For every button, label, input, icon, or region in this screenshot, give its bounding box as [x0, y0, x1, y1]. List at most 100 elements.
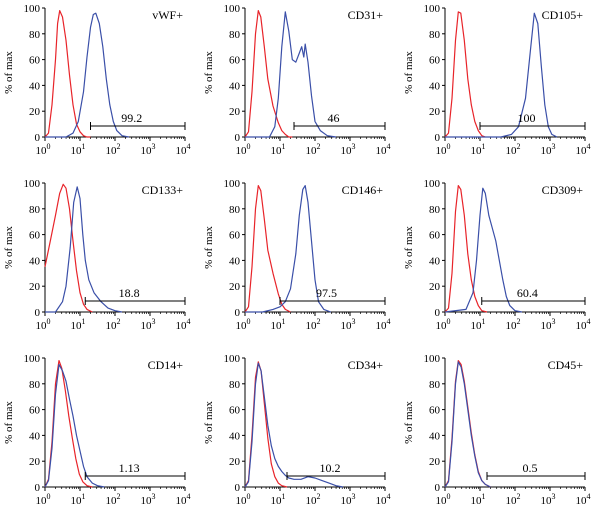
gate-percentage-label: 99.2	[121, 111, 142, 125]
histogram-panel: 0 20 40 60 80 100 100 101 102 103 104 % of max 18.8 C…	[0, 175, 200, 345]
x-tick-label: 100	[236, 142, 251, 157]
y-axis-label: % of max	[3, 401, 15, 444]
y-tick-label: 80	[429, 204, 441, 216]
y-tick-label: 40	[29, 255, 41, 267]
y-tick-label: 80	[229, 204, 241, 216]
histogram-panel: 0 20 40 60 80 100 100 101 102 103 104 % of max 1.13 C…	[0, 350, 200, 520]
x-tick-label: 101	[71, 317, 86, 332]
gate-percentage-label: 46	[328, 111, 340, 125]
y-tick-label: 0	[35, 482, 41, 494]
x-tick-label: 100	[36, 317, 51, 332]
control-histogram-line	[244, 10, 293, 138]
y-tick-label: 20	[29, 106, 41, 118]
y-tick-label: 60	[29, 230, 41, 242]
x-tick-label: 100	[436, 317, 451, 332]
marker-label: CD14+	[148, 358, 184, 372]
gate-percentage-label: 100	[518, 111, 536, 125]
x-tick-label: 100	[236, 317, 251, 332]
y-tick-label: 0	[35, 307, 41, 319]
y-tick-label: 20	[429, 106, 441, 118]
x-tick-label: 103	[141, 317, 156, 332]
y-tick-label: 40	[29, 430, 41, 442]
histogram-panel: 0 20 40 60 80 100 100 101 102 103 104 % of max 60.4 C…	[400, 175, 600, 345]
control-histogram-line	[244, 361, 288, 488]
histogram-panel: 0 20 40 60 80 100 100 101 102 103 104 % of max 99.2 v…	[0, 0, 200, 170]
y-tick-label: 20	[229, 106, 241, 118]
x-tick-label: 103	[341, 142, 356, 157]
y-tick-label: 40	[229, 255, 241, 267]
y-tick-label: 40	[229, 430, 241, 442]
marker-label: CD34+	[348, 358, 384, 372]
y-axis-label: % of max	[3, 226, 15, 269]
y-tick-label: 100	[24, 353, 41, 365]
y-tick-label: 40	[29, 80, 41, 92]
control-histogram-line	[444, 360, 491, 488]
histogram-svg: 0 20 40 60 80 100 100 101 102 103 104 % of max 10.2 C…	[203, 353, 391, 507]
gate-percentage-label: 60.4	[517, 286, 538, 300]
x-tick-label: 102	[306, 492, 321, 507]
x-tick-label: 102	[506, 142, 521, 157]
y-tick-label: 100	[224, 3, 241, 15]
x-tick-label: 101	[71, 142, 86, 157]
control-histogram-line	[44, 183, 93, 313]
control-histogram-line	[44, 360, 93, 488]
y-tick-label: 60	[429, 405, 441, 417]
control-histogram-line	[444, 185, 488, 313]
x-tick-label: 101	[471, 492, 486, 507]
x-tick-label: 104	[376, 317, 391, 332]
x-tick-label: 103	[541, 142, 556, 157]
x-tick-label: 101	[271, 142, 286, 157]
x-tick-label: 102	[506, 492, 521, 507]
x-tick-label: 102	[106, 317, 121, 332]
x-tick-label: 102	[306, 317, 321, 332]
histogram-panel: 0 20 40 60 80 100 100 101 102 103 104 % of max 97.5 C…	[200, 175, 400, 345]
y-tick-label: 20	[29, 456, 41, 468]
y-tick-label: 80	[29, 29, 41, 41]
y-axis-label: % of max	[403, 226, 415, 269]
x-tick-label: 104	[376, 492, 391, 507]
histogram-panel: 0 20 40 60 80 100 100 101 102 103 104 % of max 0.5 CD…	[400, 350, 600, 520]
histogram-svg: 0 20 40 60 80 100 100 101 102 103 104 % of max 18.8 C…	[3, 178, 191, 332]
x-tick-label: 101	[471, 317, 486, 332]
y-tick-label: 0	[35, 132, 41, 144]
control-histogram-line	[244, 185, 291, 313]
y-tick-label: 60	[29, 55, 41, 67]
x-tick-label: 102	[106, 142, 121, 157]
x-tick-label: 104	[576, 142, 591, 157]
histogram-svg: 0 20 40 60 80 100 100 101 102 103 104 % of max 100 CD…	[403, 3, 591, 157]
y-tick-label: 60	[29, 405, 41, 417]
y-tick-label: 100	[24, 3, 41, 15]
x-tick-label: 102	[106, 492, 121, 507]
histogram-svg: 0 20 40 60 80 100 100 101 102 103 104 % of max 0.5 CD…	[403, 353, 591, 507]
y-tick-label: 20	[229, 281, 241, 293]
marker-label: CD105+	[542, 8, 584, 22]
marker-label: vWF+	[152, 8, 183, 22]
marker-histogram-line	[244, 362, 344, 488]
y-axis-label: % of max	[203, 226, 215, 269]
y-axis-label: % of max	[3, 51, 15, 94]
x-tick-label: 104	[376, 142, 391, 157]
histogram-svg: 0 20 40 60 80 100 100 101 102 103 104 % of max 1.13 C…	[3, 353, 191, 507]
x-tick-label: 104	[176, 142, 191, 157]
marker-label: CD31+	[348, 8, 384, 22]
y-tick-label: 80	[429, 29, 441, 41]
y-tick-label: 100	[424, 178, 441, 190]
marker-label: CD133+	[142, 183, 184, 197]
x-tick-label: 103	[541, 317, 556, 332]
histogram-svg: 0 20 40 60 80 100 100 101 102 103 104 % of max 46 CD3…	[203, 3, 391, 157]
y-tick-label: 40	[429, 255, 441, 267]
x-tick-label: 100	[36, 492, 51, 507]
x-tick-label: 103	[141, 142, 156, 157]
control-histogram-line	[444, 11, 486, 138]
x-tick-label: 100	[236, 492, 251, 507]
y-tick-label: 0	[235, 482, 241, 494]
x-tick-label: 104	[176, 492, 191, 507]
x-tick-label: 101	[471, 142, 486, 157]
marker-histogram-line	[45, 186, 123, 313]
gate-percentage-label: 18.8	[119, 286, 140, 300]
x-tick-label: 100	[436, 142, 451, 157]
histogram-svg: 0 20 40 60 80 100 100 101 102 103 104 % of max 97.5 C…	[203, 178, 391, 332]
gate-percentage-label: 1.13	[119, 461, 140, 475]
x-tick-label: 102	[306, 142, 321, 157]
